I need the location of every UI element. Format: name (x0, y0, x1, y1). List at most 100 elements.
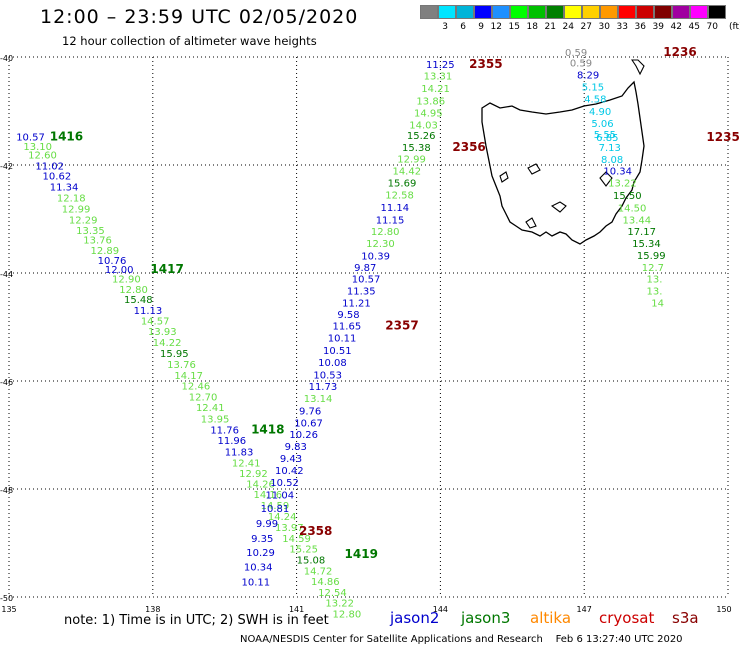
legend-label: 9 (478, 22, 484, 32)
legend-label: 6 (460, 22, 466, 32)
wave-height-value: 10.11 (241, 578, 270, 589)
wave-height-value: 10.53 (313, 370, 342, 381)
wave-height-value: 17.17 (627, 227, 656, 238)
wave-height-value: 0.59 (565, 48, 587, 59)
legend-label: 12 (490, 22, 502, 32)
wave-height-value: 11.13 (134, 306, 163, 317)
wave-height-value: 12.41 (232, 458, 261, 469)
wave-height-value: 12.41 (196, 403, 225, 414)
lon-label: 147 (577, 605, 592, 614)
satellite-s3a: s3a (672, 609, 699, 627)
pass-number-label: 2358 (299, 524, 332, 538)
legend-unit: (ft) (729, 22, 740, 32)
wave-height-value: 10.57 (352, 275, 381, 286)
wave-height-value: 14.95 (414, 108, 443, 119)
wave-height-value: 14 (651, 298, 664, 309)
wave-height-value: 13. (647, 275, 663, 286)
wave-height-value: 9.99 (256, 519, 278, 530)
wave-height-value: 0.59 (570, 59, 592, 70)
legend-swatch (456, 5, 474, 19)
pass-number-label: 2356 (452, 140, 485, 154)
lon-label: 141 (289, 605, 304, 614)
lat-label: -42 (0, 162, 13, 171)
legend-swatch (420, 5, 438, 19)
wave-height-value: 10.08 (318, 358, 347, 369)
lat-label: -46 (0, 378, 13, 387)
wave-height-value: 13.76 (167, 360, 196, 371)
pass-number-label: 1417 (150, 262, 183, 276)
wave-height-value: 10.42 (275, 466, 304, 477)
tasmania-coastline (481, 80, 645, 245)
wave-height-value: 15.48 (124, 295, 153, 306)
legend-swatch (636, 5, 654, 19)
wave-height-value: 5.15 (582, 82, 604, 93)
wave-height-value: 13.93 (148, 327, 177, 338)
lon-label: 144 (433, 605, 448, 614)
legend-swatch (582, 5, 600, 19)
wave-height-value: 12.80 (119, 285, 148, 296)
wave-height-value: 15.50 (613, 191, 642, 202)
lat-label: -50 (0, 594, 13, 603)
wave-height-value: 15.69 (388, 179, 417, 190)
wave-height-value: 14.21 (421, 84, 450, 95)
wave-height-value: 14.86 (311, 577, 340, 588)
wave-height-value: 12.92 (239, 469, 268, 480)
wave-height-value: 10.57 (16, 133, 45, 144)
legend-swatch (654, 5, 672, 19)
wave-height-value: 15.95 (160, 349, 189, 360)
wave-height-value: 9.76 (299, 406, 321, 417)
wave-height-value: 5.55 (594, 130, 616, 141)
legend-label: 70 (706, 22, 718, 32)
wave-height-value: 10.39 (361, 252, 390, 263)
legend-label: 21 (544, 22, 556, 32)
legend-swatch (690, 5, 708, 19)
legend-label: 33 (616, 22, 628, 32)
pass-number-label: 1418 (251, 422, 284, 436)
wave-height-value: 12.89 (90, 246, 119, 257)
page-subtitle: 12 hour collection of altimeter wave hei… (62, 34, 317, 48)
legend-label: 36 (634, 22, 646, 32)
wave-height-value: 11.73 (309, 382, 338, 393)
lon-label: 138 (145, 605, 160, 614)
legend-swatch (546, 5, 564, 19)
wave-height-value: 10.67 (294, 418, 323, 429)
legend-swatch (564, 5, 582, 19)
wave-height-value: 14.17 (174, 371, 203, 382)
wave-height-value: 12.99 (62, 205, 91, 216)
wave-height-value: 12.29 (69, 215, 98, 226)
lat-label: -40 (0, 54, 13, 63)
credit-timestamp: Feb 6 13:27:40 UTC 2020 (555, 634, 683, 645)
wave-height-value: 13.35 (76, 226, 105, 237)
legend-swatch (528, 5, 546, 19)
wave-height-value: 12.80 (371, 227, 400, 238)
legend-label: 39 (652, 22, 664, 32)
wave-height-value: 10.29 (246, 548, 275, 559)
legend-label: 3 (442, 22, 448, 32)
wave-height-value: 13.22 (325, 599, 354, 610)
wave-height-value: 15.08 (297, 556, 326, 567)
wave-height-value: 15.34 (632, 239, 661, 250)
legend-label: 30 (598, 22, 610, 32)
wave-height-value: 13.76 (83, 235, 112, 246)
wave-height-value: 8.08 (601, 155, 623, 166)
wave-height-value: 14.03 (409, 120, 438, 131)
wave-height-value: 11.34 (50, 182, 79, 193)
wave-height-value: 4.90 (589, 107, 611, 118)
page-title: 12:00 – 23:59 UTC 02/05/2020 (40, 6, 359, 28)
wave-height-value: 11.65 (333, 322, 362, 333)
wave-height-value: 14.59 (261, 501, 290, 512)
wave-height-value: 4.58 (584, 94, 606, 105)
wave-height-value: 10.81 (261, 504, 290, 515)
wave-height-value: 15.25 (289, 545, 318, 556)
legend-label: 15 (508, 22, 520, 32)
legend-swatch (708, 5, 726, 19)
wave-height-value: 11.14 (380, 203, 409, 214)
wave-height-value: 13.22 (608, 179, 637, 190)
wave-height-value: 12.80 (333, 610, 362, 621)
lat-label: -44 (0, 270, 13, 279)
wave-height-value: 12.54 (318, 588, 347, 599)
wave-height-value: 12.60 (28, 151, 57, 162)
wave-height-value: 12.46 (182, 382, 211, 393)
credit-org: NOAA/NESDIS Center for Satellite Applica… (240, 634, 543, 645)
